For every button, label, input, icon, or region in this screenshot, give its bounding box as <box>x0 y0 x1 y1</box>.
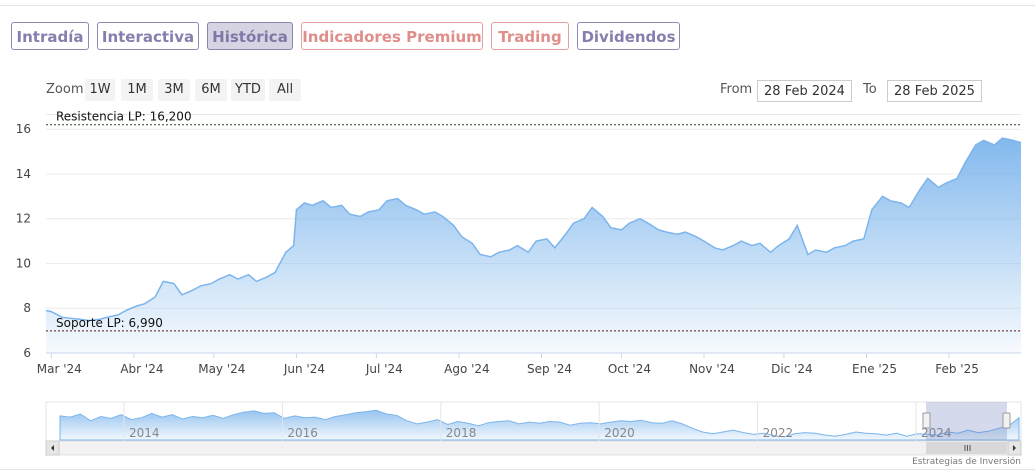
y-tick-label: 10 <box>16 256 31 270</box>
y-tick-label: 6 <box>23 346 31 360</box>
x-tick-label: Jun '24 <box>283 362 325 376</box>
from-date-input[interactable] <box>757 80 852 102</box>
navigator-year-label: 2022 <box>763 426 794 440</box>
x-tick-label: Sep '24 <box>527 362 572 376</box>
top-divider <box>0 5 1035 6</box>
scrollbar-thumb[interactable] <box>926 442 1007 454</box>
credit-text: Estrategias de Inversión <box>912 457 1021 467</box>
x-tick-label: Oct '24 <box>608 362 651 376</box>
navigator-year-label: 2024 <box>921 426 952 440</box>
zoom-1w-button[interactable]: 1W <box>85 79 115 101</box>
tab-dividendos[interactable]: Dividendos <box>577 22 680 50</box>
level-label: Soporte LP: 6,990 <box>56 316 163 330</box>
tab-trading[interactable]: Trading <box>491 22 569 50</box>
x-tick-label: Ago '24 <box>444 362 490 376</box>
x-tick-label: Mar '24 <box>37 362 82 376</box>
to-date-input[interactable] <box>887 80 982 102</box>
navigator-year-label: 2018 <box>446 426 477 440</box>
zoom-6m-button[interactable]: 6M <box>195 79 227 101</box>
toolbar-divider <box>46 114 1021 115</box>
scrollbar-track[interactable] <box>45 440 1022 456</box>
tab-historica[interactable]: Histórica <box>207 22 293 50</box>
arrow-right-icon <box>1013 445 1016 451</box>
scrollbar-grip-icon <box>964 445 971 451</box>
x-tick-label: Nov '24 <box>689 362 735 376</box>
navigator-handle-left[interactable] <box>922 412 931 429</box>
y-tick-label: 8 <box>23 301 31 315</box>
price-line <box>45 137 1022 322</box>
tab-intradia[interactable]: Intradía <box>11 22 89 50</box>
x-tick-label: Jul '24 <box>365 362 403 376</box>
x-tick-label: Abr '24 <box>120 362 163 376</box>
navigator-year-label: 2016 <box>287 426 318 440</box>
zoom-label: Zoom <box>46 82 84 97</box>
navigator-area <box>59 409 1020 441</box>
y-tick-label: 14 <box>16 167 31 181</box>
x-tick-label: Ene '25 <box>852 362 897 376</box>
to-label: To <box>863 82 877 97</box>
x-tick-label: Feb '25 <box>935 362 979 376</box>
arrow-left-icon <box>51 445 54 451</box>
y-tick-label: 16 <box>16 122 31 136</box>
zoom-3m-button[interactable]: 3M <box>158 79 190 101</box>
navigator-selection[interactable] <box>926 402 1007 441</box>
navigator-handle-right[interactable] <box>1002 412 1011 429</box>
tab-indicadores-premium[interactable]: Indicadores Premium <box>301 22 483 50</box>
y-tick-label: 12 <box>16 212 31 226</box>
x-tick-label: Dic '24 <box>771 362 813 376</box>
navigator-year-label: 2014 <box>129 426 160 440</box>
x-tick-label: May '24 <box>198 362 245 376</box>
tab-interactiva[interactable]: Interactiva <box>97 22 199 50</box>
zoom-all-button[interactable]: All <box>269 79 301 101</box>
navigator[interactable]: 2014 2016 2018 2020 2022 2024 <box>45 401 1022 456</box>
zoom-1m-button[interactable]: 1M <box>121 79 153 101</box>
navigator-year-label: 2020 <box>604 426 635 440</box>
bottom-divider <box>0 469 1035 470</box>
from-label: From <box>720 82 753 97</box>
zoom-ytd-button[interactable]: YTD <box>231 79 265 101</box>
level-label: Resistencia LP: 16,200 <box>56 110 192 124</box>
